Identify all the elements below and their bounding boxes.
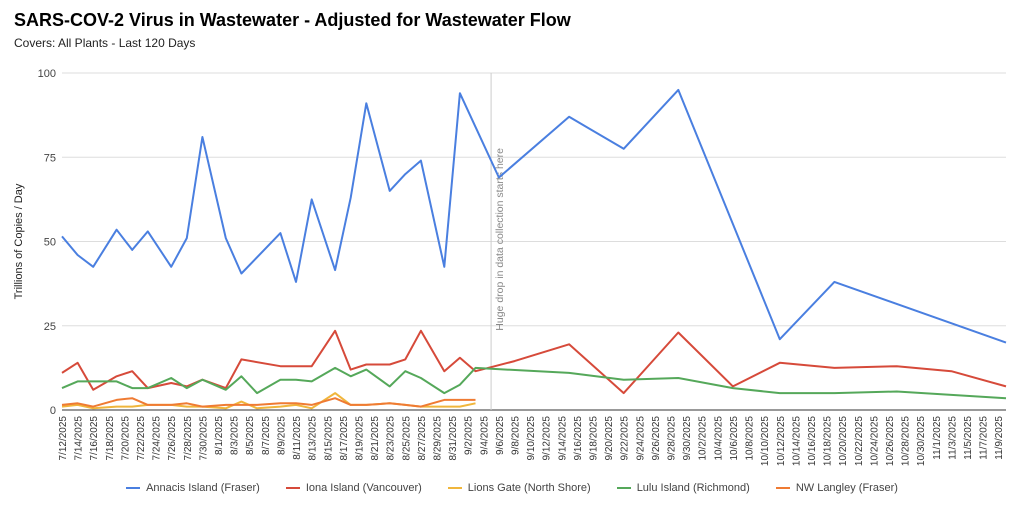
legend-item: Lulu Island (Richmond)	[616, 482, 750, 494]
x-tick-label: 8/21/2025	[370, 416, 381, 461]
x-tick-label: 10/30/2025	[916, 416, 927, 466]
x-tick-label: 8/9/2025	[276, 416, 287, 455]
x-tick-label: 9/2/2025	[464, 416, 475, 455]
legend-label: Lions Gate (North Shore)	[467, 482, 591, 494]
series-line-4	[61, 397, 476, 408]
series-line-0	[61, 88, 1007, 344]
x-tick-label: 7/26/2025	[167, 416, 178, 461]
y-tick-label: 100	[38, 68, 56, 80]
legend-swatch	[775, 487, 790, 489]
x-tick-label: 11/7/2025	[979, 416, 990, 460]
x-tick-label: 9/12/2025	[542, 416, 553, 461]
chart-legend: Annacis Island (Fraser) Iona Island (Vanc…	[0, 482, 1024, 494]
annotation-label: Huge drop in data collection starts here	[494, 148, 506, 331]
x-tick-label: 11/5/2025	[963, 416, 974, 460]
x-tick-label: 9/24/2025	[635, 416, 646, 461]
chart-subtitle: Covers: All Plants - Last 120 Days	[14, 36, 196, 50]
legend-label: Annacis Island (Fraser)	[146, 482, 260, 494]
line-chart: 0 25 50 75 100 Trillions of Copies / Day 7/12/…	[13, 68, 1007, 466]
legend-item: Lions Gate (North Shore)	[447, 482, 591, 494]
x-tick-label: 9/22/2025	[620, 416, 631, 461]
x-tick-label: 11/9/2025	[994, 416, 1005, 460]
x-tick-label: 10/20/2025	[838, 416, 849, 466]
legend-label: Lulu Island (Richmond)	[636, 482, 750, 494]
x-tick-label: 7/20/2025	[120, 416, 131, 461]
x-tick-label: 9/28/2025	[667, 416, 678, 461]
x-tick-label: 10/8/2025	[745, 416, 756, 461]
legend-swatch	[447, 487, 462, 489]
legend-item: Annacis Island (Fraser)	[126, 482, 260, 494]
x-tick-label: 9/16/2025	[573, 416, 584, 461]
x-tick-label: 7/18/2025	[105, 416, 116, 461]
legend-swatch	[616, 487, 631, 489]
x-tick-label: 8/3/2025	[230, 416, 241, 455]
series-line-3	[61, 366, 1007, 400]
x-tick-label: 10/16/2025	[807, 416, 818, 466]
legend-swatch	[126, 487, 141, 489]
x-tick-label: 10/24/2025	[869, 416, 880, 466]
x-tick-label: 8/5/2025	[245, 416, 256, 455]
x-tick-label: 8/25/2025	[401, 416, 412, 461]
x-tick-label: 10/10/2025	[760, 416, 771, 466]
x-tick-label: 7/24/2025	[152, 416, 163, 461]
x-tick-label: 10/18/2025	[823, 416, 834, 466]
x-tick-label: 8/19/2025	[354, 416, 365, 461]
x-tick-label: 10/12/2025	[776, 416, 787, 466]
x-tick-label: 8/11/2025	[292, 416, 303, 460]
x-tick-label: 8/17/2025	[339, 416, 350, 461]
x-tick-label: 10/22/2025	[854, 416, 865, 466]
x-tick-label: 7/14/2025	[74, 416, 85, 461]
x-tick-label: 9/20/2025	[604, 416, 615, 461]
x-tick-label: 7/30/2025	[198, 416, 209, 461]
legend-item: Iona Island (Vancouver)	[285, 482, 422, 494]
x-tick-label: 8/29/2025	[432, 416, 443, 461]
x-tick-label: 10/4/2025	[713, 416, 724, 461]
y-tick-label: 50	[44, 237, 56, 249]
x-tick-label: 8/27/2025	[417, 416, 428, 461]
legend-swatch	[285, 487, 300, 489]
y-tick-label: 0	[50, 405, 56, 417]
x-tick-label: 7/28/2025	[183, 416, 194, 461]
x-tick-label: 8/13/2025	[308, 416, 319, 461]
legend-label: Iona Island (Vancouver)	[305, 482, 422, 494]
x-tick-label: 10/28/2025	[901, 416, 912, 466]
x-tick-label: 8/23/2025	[386, 416, 397, 461]
x-tick-label: 11/3/2025	[947, 416, 958, 460]
x-tick-label: 7/16/2025	[89, 416, 100, 461]
x-tick-label: 9/30/2025	[682, 416, 693, 461]
legend-label: NW Langley (Fraser)	[795, 482, 898, 494]
x-tick-label: 8/1/2025	[214, 416, 225, 455]
x-tick-label: 10/14/2025	[791, 416, 802, 466]
x-tick-label: 9/26/2025	[651, 416, 662, 461]
x-tick-label: 9/18/2025	[589, 416, 600, 461]
x-tick-label: 8/31/2025	[448, 416, 459, 461]
chart-title: SARS-COV-2 Virus in Wastewater - Adjuste…	[14, 10, 571, 30]
x-tick-label: 9/10/2025	[526, 416, 537, 461]
legend-item: NW Langley (Fraser)	[775, 482, 898, 494]
series-line-1	[61, 329, 1007, 395]
x-tick-label: 10/26/2025	[885, 416, 896, 466]
y-axis-label: Trillions of Copies / Day	[13, 183, 25, 299]
x-tick-label: 7/22/2025	[136, 416, 147, 461]
x-tick-label: 11/1/2025	[932, 416, 943, 460]
x-tick-label: 9/4/2025	[479, 416, 490, 455]
x-tick-label: 8/7/2025	[261, 416, 272, 455]
x-tick-label: 9/8/2025	[510, 416, 521, 455]
y-tick-label: 25	[44, 321, 56, 333]
x-tick-label: 9/6/2025	[495, 416, 506, 455]
x-tick-label: 10/6/2025	[729, 416, 740, 461]
x-tick-label: 7/12/2025	[58, 416, 69, 461]
x-tick-label: 8/15/2025	[323, 416, 334, 461]
x-tick-label: 9/14/2025	[557, 416, 568, 461]
y-tick-label: 75	[44, 152, 56, 164]
x-tick-label: 10/2/2025	[698, 416, 709, 461]
